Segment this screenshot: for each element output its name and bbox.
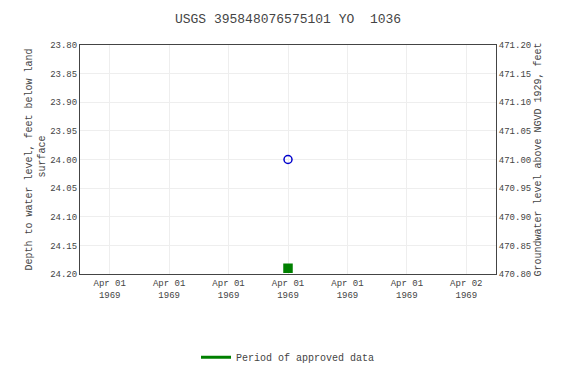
svg-text:471.20: 471.20 <box>499 41 531 51</box>
svg-text:Apr 011969: Apr 011969 <box>212 279 244 301</box>
svg-text:Apr 011969: Apr 011969 <box>272 279 304 301</box>
svg-text:24.00: 24.00 <box>50 156 77 166</box>
svg-text:470.85: 470.85 <box>499 242 531 252</box>
svg-text:USGS 395848076575101 YO 1036: USGS 395848076575101 YO 1036 <box>175 12 401 27</box>
svg-text:471.00: 471.00 <box>499 156 531 166</box>
svg-text:470.95: 470.95 <box>499 184 531 194</box>
svg-text:24.15: 24.15 <box>50 242 77 252</box>
svg-text:470.90: 470.90 <box>499 213 531 223</box>
svg-text:24.05: 24.05 <box>50 184 77 194</box>
svg-text:Groundwater level above NGVD 1: Groundwater level above NGVD 1929, feet <box>533 42 544 276</box>
svg-text:Apr 011969: Apr 011969 <box>153 279 185 301</box>
svg-text:23.90: 23.90 <box>50 98 77 108</box>
svg-text:Period of approved data: Period of approved data <box>236 353 374 364</box>
svg-text:471.15: 471.15 <box>499 70 531 80</box>
svg-text:470.80: 470.80 <box>499 270 531 280</box>
svg-text:Apr 021969: Apr 021969 <box>450 279 482 301</box>
svg-text:471.10: 471.10 <box>499 98 531 108</box>
svg-text:23.95: 23.95 <box>50 127 77 137</box>
svg-text:Depth to water level, feet bel: Depth to water level, feet below land su… <box>24 48 48 270</box>
svg-text:Apr 011969: Apr 011969 <box>331 279 363 301</box>
svg-text:24.10: 24.10 <box>50 213 77 223</box>
svg-text:24.20: 24.20 <box>50 270 77 280</box>
svg-text:23.85: 23.85 <box>50 70 77 80</box>
svg-text:471.05: 471.05 <box>499 127 531 137</box>
svg-text:Apr 011969: Apr 011969 <box>94 279 126 301</box>
svg-text:23.80: 23.80 <box>50 41 77 51</box>
svg-text:Apr 011969: Apr 011969 <box>391 279 423 301</box>
